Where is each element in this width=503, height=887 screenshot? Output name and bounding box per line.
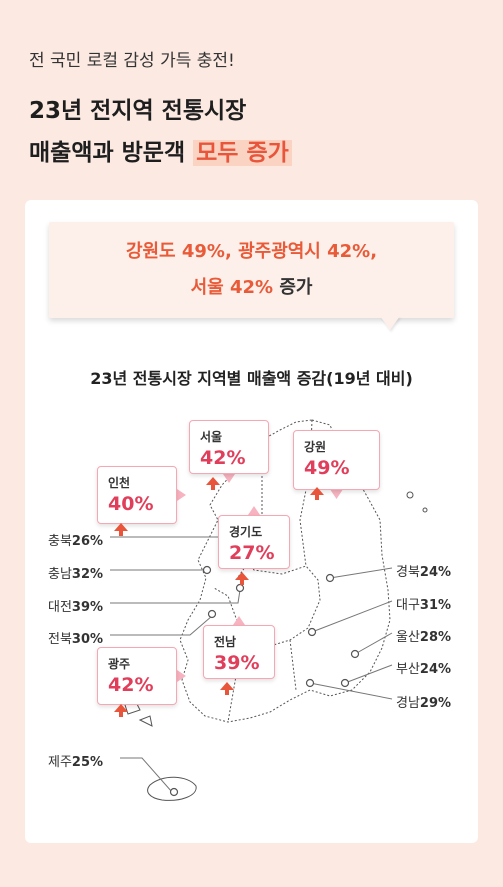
bubble-line2-highlight: 서울 42% (190, 277, 274, 298)
region-dot-14 (340, 678, 350, 688)
region-label-value: 25% (71, 755, 104, 770)
region-label-value: 24% (419, 565, 452, 580)
callout-pointer-0 (223, 474, 235, 483)
region-label-name: 제주 (48, 755, 72, 770)
region-label-name: 울산 (396, 630, 420, 645)
leader-lines (110, 474, 393, 793)
headline-line2-prefix: 매출액과 방문객 (29, 140, 194, 166)
region-label-8: 대전39% (48, 596, 103, 615)
arrow-up-icon (220, 682, 234, 695)
region-label-6: 충북26% (48, 530, 103, 549)
region-callout-value: 42% (200, 447, 258, 491)
region-label-value: 29% (419, 696, 452, 711)
leader-line-13 (354, 632, 393, 655)
region-dot-13 (350, 649, 360, 659)
leader-line-8 (110, 589, 241, 604)
leader-line-11 (329, 567, 393, 579)
bubble-tail (380, 316, 400, 330)
region-label-value: 32% (71, 567, 104, 582)
region-label-11: 경북24% (396, 561, 451, 580)
region-callout-name: 인천 (108, 476, 131, 490)
callout-pointer-1 (330, 490, 343, 499)
region-label-name: 경남 (396, 696, 420, 711)
region-label-15: 경남29% (396, 692, 451, 711)
region-callout-2: 인천 40% (97, 466, 177, 536)
region-callout-value: 40% (108, 493, 166, 537)
leader-line-12 (311, 600, 393, 633)
region-callout-name: 전남 (214, 635, 237, 649)
region-callout-0: 서울 42% (189, 420, 269, 490)
region-value-text: 40% (108, 493, 154, 515)
leader-line-14 (344, 664, 393, 684)
region-callout-name: 광주 (108, 657, 131, 671)
region-label-value: 28% (419, 630, 452, 645)
region-dots (169, 565, 360, 797)
region-label-value: 24% (419, 662, 452, 677)
bubble-line2-suffix: 증가 (273, 277, 313, 298)
region-callout-name: 강원 (304, 440, 327, 454)
bubble-line2: 서울 42% 증가 (49, 270, 454, 306)
region-value-text: 39% (214, 652, 260, 674)
region-dot-11 (325, 573, 335, 583)
leader-line-15 (309, 682, 393, 700)
region-label-value: 31% (419, 598, 452, 613)
region-label-name: 전북 (48, 632, 72, 647)
region-value-text: 49% (304, 457, 350, 479)
region-dot-10 (169, 787, 179, 797)
region-label-value: 30% (71, 632, 104, 647)
region-label-name: 대전 (48, 600, 72, 615)
region-value-text: 42% (108, 674, 154, 696)
region-label-name: 충남 (48, 567, 72, 582)
headline-line2: 매출액과 방문객 모두 증가 (29, 132, 292, 174)
region-label-7: 충남32% (48, 563, 103, 582)
callout-pointer-5 (177, 670, 186, 682)
region-label-value: 26% (71, 534, 104, 549)
region-label-name: 경북 (396, 565, 420, 580)
region-label-name: 충북 (48, 534, 72, 549)
region-callout-value: 27% (229, 542, 279, 586)
region-value-text: 42% (200, 447, 246, 469)
arrow-up-icon (235, 572, 249, 585)
region-callout-5: 광주 42% (97, 647, 177, 717)
region-callout-1: 강원 49% (293, 430, 380, 500)
region-dot-12 (307, 627, 317, 637)
region-dot-7 (202, 565, 212, 575)
summary-bubble: 강원도 49%, 광주광역시 42%, 서울 42% 증가 (49, 222, 454, 318)
arrow-up-icon (206, 477, 220, 490)
region-label-value: 39% (71, 600, 104, 615)
callout-pointer-2 (177, 489, 186, 501)
region-callout-name: 경기도 (229, 525, 263, 539)
headline: 23년 전지역 전통시장 매출액과 방문객 모두 증가 (29, 90, 292, 174)
callout-pointer-3 (248, 506, 260, 515)
region-callout-value: 39% (214, 652, 264, 696)
leader-line-10 (120, 757, 173, 793)
region-value-text: 27% (229, 542, 275, 564)
chart-title: 23년 전통시장 지역별 매출액 증감(19년 대비) (90, 369, 413, 388)
region-callout-value: 49% (304, 457, 369, 501)
arrow-up-icon (114, 704, 128, 717)
region-dot-15 (305, 678, 315, 688)
region-dot-9 (207, 609, 217, 619)
region-label-13: 울산28% (396, 626, 451, 645)
headline-highlight: 모두 증가 (193, 140, 292, 166)
leader-line-9 (110, 615, 213, 636)
region-label-name: 부산 (396, 662, 420, 677)
region-label-14: 부산24% (396, 658, 451, 677)
headline-line1: 23년 전지역 전통시장 (29, 98, 247, 124)
region-label-12: 대구31% (396, 594, 451, 613)
region-callout-name: 서울 (200, 430, 223, 444)
region-callout-3: 경기도 27% (218, 515, 290, 585)
region-callout-value: 42% (108, 674, 166, 718)
callout-pointer-4 (233, 616, 245, 625)
region-callout-4: 전남 39% (203, 625, 275, 695)
bubble-line1: 강원도 49%, 광주광역시 42%, (125, 241, 378, 262)
arrow-up-icon (114, 523, 128, 536)
region-label-10: 제주25% (48, 751, 103, 770)
arrow-up-icon (310, 487, 324, 500)
region-label-name: 대구 (396, 598, 420, 613)
region-label-9: 전북30% (48, 628, 103, 647)
intro-text: 전 국민 로컬 감성 가득 충전! (29, 51, 235, 71)
